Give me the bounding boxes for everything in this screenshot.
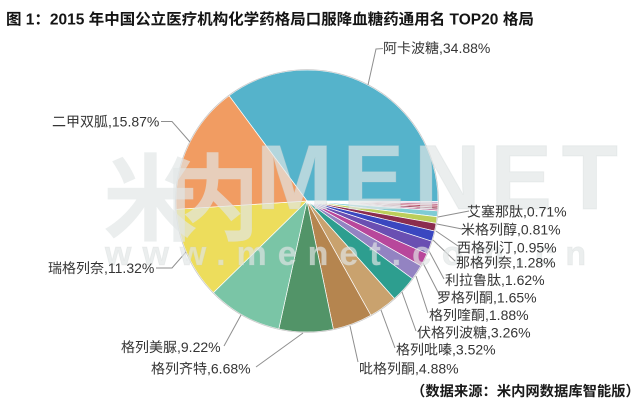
svg-text:,9.22%: ,9.22% xyxy=(177,339,221,355)
svg-text:,1.62%: ,1.62% xyxy=(501,272,545,288)
svg-text:,1.65%: ,1.65% xyxy=(493,290,537,306)
svg-text:MENET: MENET xyxy=(256,127,628,229)
svg-text:TOP20: TOP20 xyxy=(450,12,499,29)
svg-text:,0.95%: ,0.95% xyxy=(513,240,557,256)
svg-text:,3.26%: ,3.26% xyxy=(487,325,531,341)
svg-text:2015: 2015 xyxy=(50,12,85,29)
svg-text:,3.52%: ,3.52% xyxy=(452,342,496,358)
svg-text:,15.87%: ,15.87% xyxy=(108,114,159,130)
svg-text:,0.71%: ,0.71% xyxy=(523,204,567,220)
svg-text:,4.88%: ,4.88% xyxy=(415,361,459,377)
svg-text:,11.32%: ,11.32% xyxy=(104,260,154,276)
svg-text:1: 1 xyxy=(26,12,35,29)
svg-text:,34.88%: ,34.88% xyxy=(439,40,490,56)
svg-text:,1.28%: ,1.28% xyxy=(512,255,556,271)
svg-text:,1.88%: ,1.88% xyxy=(485,307,529,323)
svg-text:,6.68%: ,6.68% xyxy=(207,361,251,377)
svg-text:www.menet.com.cn: www.menet.com.cn xyxy=(104,235,597,273)
svg-text:,0.81%: ,0.81% xyxy=(517,222,561,238)
